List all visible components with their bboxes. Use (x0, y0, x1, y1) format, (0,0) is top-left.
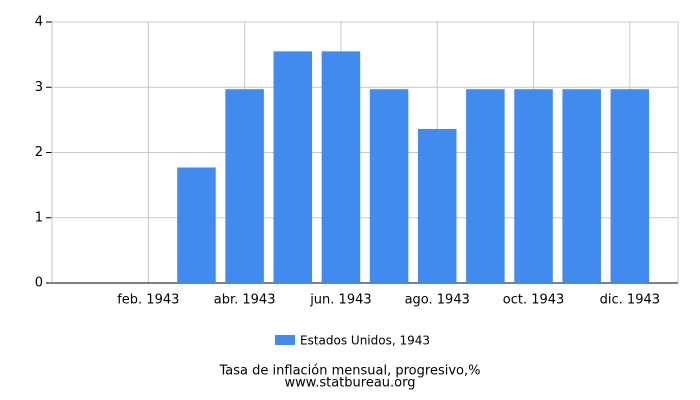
x-tick-label: oct. 1943 (503, 293, 565, 308)
x-tick-label: dic. 1943 (600, 293, 660, 308)
bar (369, 89, 409, 284)
legend-swatch (275, 335, 295, 345)
x-tick-label: feb. 1943 (117, 293, 179, 308)
legend-label: Estados Unidos, 1943 (300, 334, 430, 348)
y-tick-label: 2 (35, 145, 43, 160)
bar (177, 167, 216, 283)
y-tick-label: 4 (35, 15, 43, 30)
x-tick-label: ago. 1943 (405, 293, 470, 308)
y-tick-label: 0 (35, 276, 43, 291)
y-tick-label: 3 (35, 80, 43, 95)
bar (225, 89, 264, 284)
bar (562, 89, 601, 284)
y-tick-label: 1 (35, 210, 43, 225)
source: www.statbureau.org (285, 376, 416, 391)
bar (610, 89, 650, 284)
x-tick-label: abr. 1943 (214, 293, 276, 308)
bar (514, 89, 553, 284)
bar (321, 51, 361, 283)
bar (273, 51, 313, 283)
x-tick-label: jun. 1943 (309, 293, 371, 308)
bar (466, 89, 505, 284)
chart-title: Tasa de inflación mensual, progresivo,% (219, 364, 481, 379)
bar (417, 129, 457, 283)
